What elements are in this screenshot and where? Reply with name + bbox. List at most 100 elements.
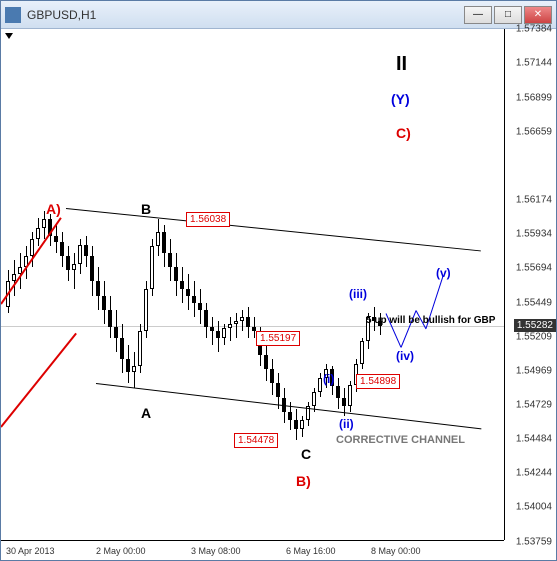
y-tick-label: 1.54004 [516,502,552,513]
y-tick-label: 1.54729 [516,399,552,410]
trend-line [66,208,481,251]
candle-body [342,398,346,406]
x-tick-label: 30 Apr 2013 [6,546,55,556]
candle-body [300,420,304,428]
candle-wick [236,313,237,338]
window-controls: — □ ✕ [464,6,552,24]
wave-label: (Y) [391,91,410,107]
candle-body [276,383,280,397]
candle-body [132,366,136,372]
annotation-text: CORRECTIVE CHANNEL [336,434,465,446]
candle-body [144,289,148,331]
y-tick-label: 1.53759 [516,537,552,548]
candle-body [162,232,166,253]
y-tick-label: 1.56659 [516,126,552,137]
trend-line [1,217,62,304]
window-title: GBPUSD,H1 [27,8,464,22]
wave-label: (v) [436,266,451,280]
wave-label: A [141,405,151,421]
candle-body [240,317,244,321]
candle-body [312,392,316,406]
price-level-box: 1.54898 [356,374,400,389]
candle-body [234,321,238,324]
wave-label: II [396,53,407,76]
candle-body [96,281,100,295]
candle-body [72,264,76,270]
candle-body [78,245,82,265]
app-icon [5,7,21,23]
candle-body [36,228,40,239]
candle-body [318,378,322,392]
candle-body [192,296,196,303]
candle-body [54,236,58,242]
close-button[interactable]: ✕ [524,6,552,24]
candle-body [186,289,190,296]
candle-body [84,245,88,256]
minimize-button[interactable]: — [464,6,492,24]
y-tick-label: 1.55694 [516,263,552,274]
candle-body [336,386,340,397]
candle-body [270,369,274,383]
price-level-box: 1.55197 [256,331,300,346]
candle-body [246,317,250,327]
chart-area: II (Y) C) A) B A C B) (i) (ii) (iii) (iv) (v) 5 up wi… [1,29,556,560]
trend-line [96,383,481,429]
wave-label: (ii) [339,417,354,431]
y-tick-label: 1.57144 [516,57,552,68]
y-tick-label: 1.55934 [516,229,552,240]
candle-body [210,327,214,331]
x-tick-label: 3 May 08:00 [191,546,241,556]
candle-body [120,338,124,359]
candle-body [174,267,178,281]
titlebar[interactable]: GBPUSD,H1 — □ ✕ [1,1,556,29]
wave-label: (i) [323,372,334,386]
candle-wick [230,317,231,341]
y-tick-label: 1.54969 [516,365,552,376]
y-tick-label: 1.55209 [516,331,552,342]
candle-body [168,253,172,267]
candle-wick [212,317,213,345]
candle-wick [74,253,75,288]
annotation-text: 5 up will be bullish for GBP [366,315,495,326]
x-tick-label: 6 May 16:00 [286,546,336,556]
x-tick-label: 8 May 00:00 [371,546,421,556]
x-axis: 30 Apr 2013 2 May 00:00 3 May 08:00 6 May 1… [1,540,504,560]
candle-body [294,420,298,428]
wave-label: C) [396,125,411,141]
candle-body [228,324,232,328]
current-price-marker: 1.55282 [514,319,556,332]
y-tick-label: 1.55449 [516,297,552,308]
wave-label: B [141,201,151,217]
chart-window: GBPUSD,H1 — □ ✕ II (Y) C) A) B A C B) (i) (ii) (ii… [0,0,557,561]
candle-body [360,341,364,364]
maximize-button[interactable]: □ [494,6,522,24]
candle-body [102,296,106,310]
candle-body [60,242,64,256]
candle-body [222,328,226,338]
candle-body [114,327,118,338]
y-tick-label: 1.57384 [516,24,552,35]
price-level-box: 1.54478 [234,433,278,448]
wave-label: B) [296,473,311,489]
candle-body [348,385,352,406]
candle-body [264,355,268,369]
wave-label: (iv) [396,349,414,363]
wave-label: (iii) [349,287,367,301]
candle-body [252,327,256,331]
candle-body [90,256,94,281]
y-tick-label: 1.56899 [516,92,552,103]
y-tick-label: 1.56174 [516,195,552,206]
wave-label: C [301,446,311,462]
wave-label: A) [46,201,61,217]
x-tick-label: 2 May 00:00 [96,546,146,556]
candle-body [198,303,202,310]
candle-body [150,246,154,288]
price-level-box: 1.56038 [186,212,230,227]
candle-body [288,412,292,420]
candle-body [216,331,220,338]
chart-plot[interactable]: II (Y) C) A) B A C B) (i) (ii) (iii) (iv) (v) 5 up wi… [1,29,504,540]
candle-body [204,310,208,327]
trend-line [1,333,77,428]
candle-body [156,232,160,246]
y-tick-label: 1.54244 [516,468,552,479]
